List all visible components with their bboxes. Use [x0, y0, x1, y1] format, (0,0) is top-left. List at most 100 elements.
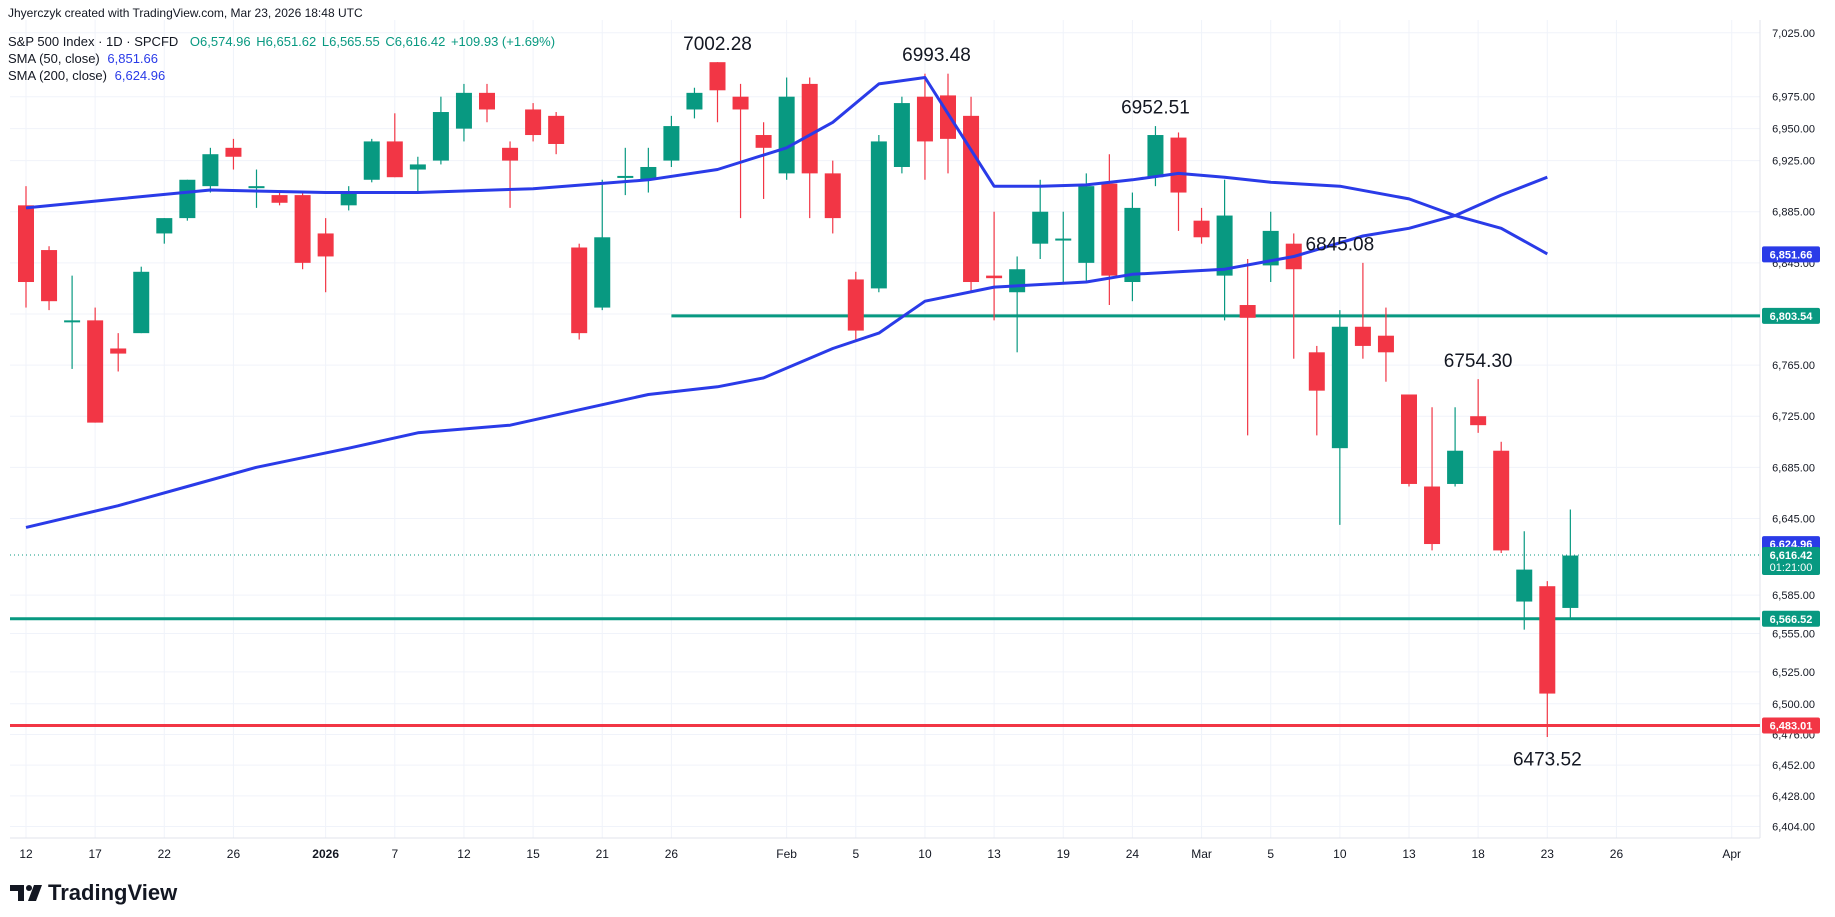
candle-body[interactable]: [916, 96, 933, 142]
level-price-tag-bg: [1762, 717, 1820, 734]
tradingview-logo[interactable]: TradingView: [10, 880, 177, 906]
candle-body[interactable]: [686, 92, 703, 110]
candle-body[interactable]: [709, 62, 726, 91]
candle-body[interactable]: [870, 141, 887, 289]
candle-body[interactable]: [617, 175, 634, 178]
candle-body[interactable]: [548, 115, 565, 144]
candle-body[interactable]: [986, 275, 1003, 279]
candle-body[interactable]: [1539, 586, 1556, 694]
x-tick-label: 12: [457, 847, 471, 861]
candle-body[interactable]: [179, 179, 196, 219]
high-value: H6,651.62: [256, 34, 317, 49]
price-tag-bg: [1762, 246, 1820, 263]
candle-body[interactable]: [1193, 220, 1210, 238]
candle-body[interactable]: [455, 92, 472, 129]
level-price-tag-bg: [1762, 610, 1820, 627]
candle-body[interactable]: [640, 166, 657, 180]
candle-body[interactable]: [1354, 326, 1371, 346]
x-tick-label: 12: [19, 847, 33, 861]
candle-body[interactable]: [1055, 238, 1072, 241]
candle-body[interactable]: [225, 147, 242, 157]
candle-body[interactable]: [110, 348, 127, 354]
candle-body[interactable]: [940, 95, 956, 139]
candle-body[interactable]: [1078, 186, 1095, 263]
candle-body[interactable]: [755, 135, 772, 148]
candle-body[interactable]: [479, 92, 495, 110]
candle-body[interactable]: [18, 205, 34, 283]
candle-body[interactable]: [340, 192, 357, 206]
candle-body[interactable]: [41, 250, 58, 302]
y-tick-label: 6,725.00: [1772, 411, 1815, 423]
candle-body[interactable]: [1308, 352, 1325, 391]
candle-body[interactable]: [409, 164, 426, 170]
sma50-value: 6,851.66: [107, 51, 158, 66]
candle-body[interactable]: [1516, 569, 1533, 602]
price-annotation: 6845.08: [1306, 235, 1375, 256]
x-tick-label: 18: [1471, 847, 1485, 861]
sma-200-line[interactable]: [25, 175, 1548, 529]
candle-body[interactable]: [801, 83, 818, 174]
candle-body[interactable]: [271, 195, 288, 203]
candle-body[interactable]: [1424, 486, 1441, 545]
candle-body[interactable]: [248, 186, 265, 189]
candle-body[interactable]: [571, 247, 588, 334]
candle-body[interactable]: [847, 279, 864, 331]
candle-body[interactable]: [386, 141, 403, 178]
x-tick-label: Feb: [776, 847, 797, 861]
candle-body[interactable]: [294, 195, 311, 263]
candle-body[interactable]: [432, 112, 449, 161]
candle-body[interactable]: [1124, 207, 1141, 283]
candle-body[interactable]: [87, 320, 104, 423]
candle-body[interactable]: [778, 96, 795, 174]
candle-body[interactable]: [1401, 394, 1417, 484]
candle-body[interactable]: [156, 218, 173, 234]
candle-body[interactable]: [64, 320, 81, 323]
candle-body[interactable]: [1262, 230, 1279, 266]
x-tick-label: 5: [852, 847, 859, 861]
candle-body[interactable]: [1170, 137, 1187, 193]
candle-body[interactable]: [202, 154, 219, 187]
symbol-name[interactable]: S&P 500 Index · 1D · SPCFD: [8, 34, 179, 49]
candle-body[interactable]: [525, 109, 542, 136]
candle-body[interactable]: [363, 141, 380, 180]
y-tick-label: 7,025.00: [1772, 28, 1815, 40]
sma-50-line[interactable]: [25, 76, 1549, 256]
candle-body[interactable]: [824, 173, 841, 219]
candle-body[interactable]: [1470, 416, 1487, 426]
candle-body[interactable]: [1216, 215, 1233, 276]
close-value: C6,616.42: [385, 34, 446, 49]
candle-body[interactable]: [317, 233, 334, 257]
candle-body[interactable]: [1032, 211, 1049, 244]
tradingview-logo-icon: [10, 885, 42, 901]
candle-body[interactable]: [1147, 135, 1164, 178]
candle-body[interactable]: [1447, 450, 1464, 484]
candle-body[interactable]: [663, 126, 680, 161]
candle-body[interactable]: [1377, 335, 1394, 353]
price-annotation: 6993.48: [902, 45, 971, 66]
candle-body[interactable]: [1562, 555, 1579, 608]
sma50-legend[interactable]: SMA (50, close) 6,851.66: [8, 51, 158, 66]
candle-body[interactable]: [1101, 183, 1118, 276]
candle-body[interactable]: [732, 96, 749, 110]
candle-body[interactable]: [1331, 326, 1348, 449]
candle-body[interactable]: [1239, 305, 1256, 318]
sma200-legend[interactable]: SMA (200, close) 6,624.96: [8, 68, 165, 83]
sma50-label: SMA (50, close): [8, 51, 100, 66]
x-tick-label: 26: [665, 847, 679, 861]
level-price-tag: 6,483.01: [1770, 721, 1813, 733]
candle-body[interactable]: [133, 271, 150, 334]
change-value: +109.93 (+1.69%): [450, 34, 556, 49]
low-value: L6,565.55: [321, 34, 380, 49]
price-tag: 6,616.42: [1770, 550, 1813, 562]
candle-body[interactable]: [502, 147, 519, 161]
candle-body[interactable]: [893, 103, 910, 167]
candle-body[interactable]: [594, 237, 611, 308]
candle-body[interactable]: [1493, 450, 1510, 551]
candle-body[interactable]: [1009, 269, 1026, 293]
price-annotation: 7002.28: [683, 34, 752, 55]
y-tick-label: 6,525.00: [1772, 667, 1815, 679]
y-tick-label: 6,428.00: [1772, 791, 1815, 803]
sma200-value: 6,624.96: [114, 68, 166, 83]
x-tick-label: 26: [1610, 847, 1624, 861]
